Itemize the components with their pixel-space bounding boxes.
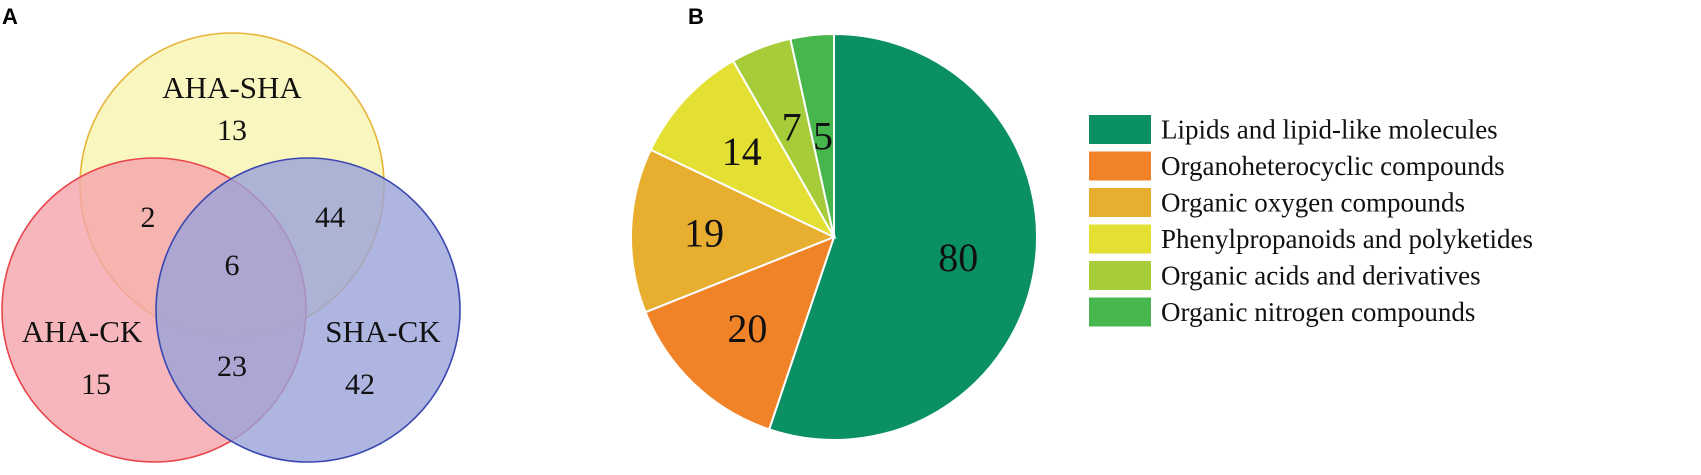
- pie-value-label-5: 7: [782, 105, 802, 150]
- panel-letter-a: A: [2, 4, 18, 29]
- pie-value-label-6: 5: [813, 114, 833, 159]
- pie-slice-4: [649, 59, 837, 240]
- legend-swatch-5: [1089, 261, 1151, 290]
- venn-label-aha-ck: AHA-CK: [22, 314, 143, 349]
- venn-diagram: AHA-SHA 13 2 44 6 AHA-CK 15 23 SHA-CK 42: [1, 32, 461, 463]
- legend-label-3: Organic oxygen compounds: [1161, 188, 1465, 218]
- venn-count-aha-sha-only: 13: [217, 114, 247, 147]
- legend-label-5: Organic acids and derivatives: [1161, 261, 1481, 291]
- venn-count-aha-ck-only: 15: [81, 368, 111, 401]
- pie-value-label-2: 20: [727, 306, 767, 351]
- legend-label-2: Organoheterocyclic compounds: [1161, 151, 1505, 181]
- legend-swatch-4: [1089, 224, 1151, 254]
- pie-value-label-3: 19: [684, 210, 724, 255]
- venn-count-aha-sha-sha-ck: 44: [315, 201, 345, 234]
- venn-count-sha-ck-only: 42: [345, 368, 375, 401]
- pie-slice-6: [789, 32, 835, 238]
- legend-swatch-1: [1089, 115, 1151, 144]
- legend-label-6: Organic nitrogen compounds: [1161, 297, 1475, 327]
- legend-swatch-6: [1089, 297, 1151, 327]
- venn-count-aha-ck-sha-ck: 23: [217, 350, 247, 383]
- venn-label-sha-ck: SHA-CK: [325, 314, 441, 349]
- legend-label-4: Phenylpropanoids and polyketides: [1161, 224, 1533, 254]
- legend-swatch-2: [1089, 151, 1151, 181]
- pie-slice-3: [630, 148, 837, 314]
- legend-label-1: Lipids and lipid-like molecules: [1161, 115, 1498, 145]
- pie-value-label-1: 80: [938, 235, 978, 280]
- panel-letter-b: B: [688, 4, 704, 29]
- pie-legend: Lipids and lipid-like molecules Organohet…: [1089, 115, 1533, 327]
- legend-swatch-3: [1089, 188, 1151, 217]
- venn-label-aha-sha: AHA-SHA: [162, 70, 302, 105]
- pie-value-label-4: 14: [722, 129, 762, 174]
- venn-count-all-three: 6: [225, 249, 240, 282]
- venn-circle-sha-ck: [155, 157, 461, 463]
- pie-slice-2: [644, 235, 836, 431]
- pie-chart: 80 20 19 14 7 5: [630, 32, 1038, 441]
- venn-count-aha-sha-aha-ck: 2: [141, 201, 156, 234]
- pie-slice-1: [767, 32, 1038, 441]
